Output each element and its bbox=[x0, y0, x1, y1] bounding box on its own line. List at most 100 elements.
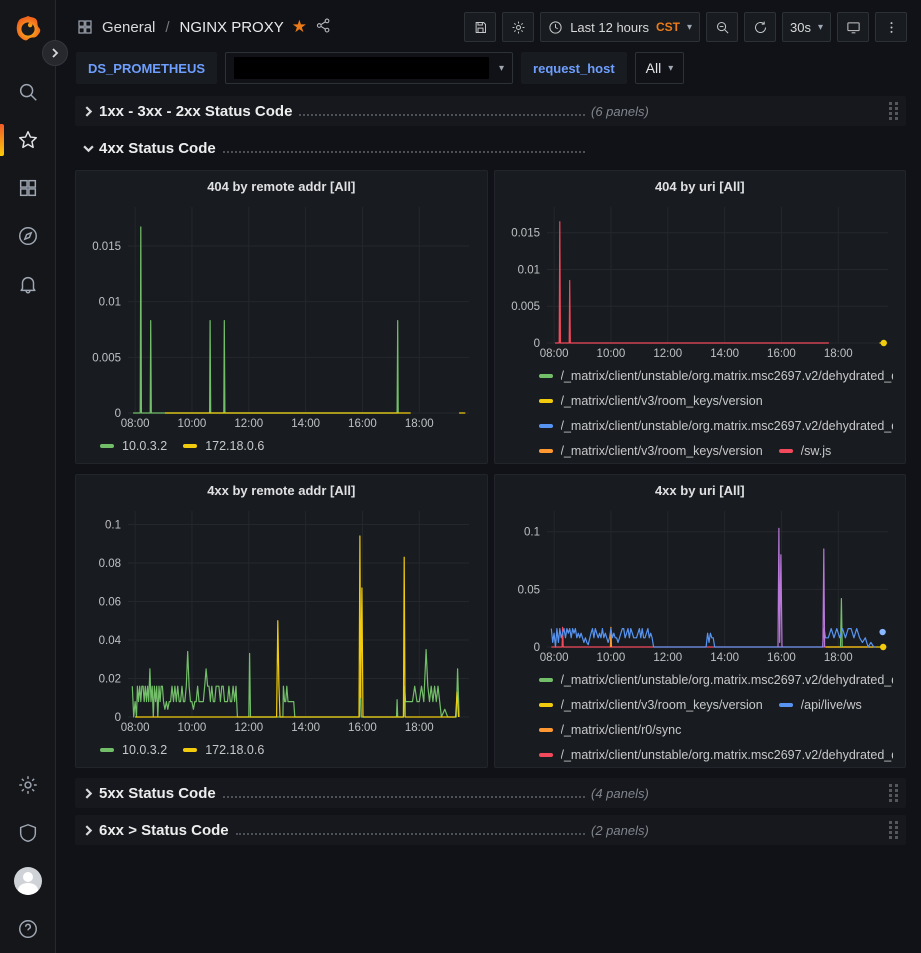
legend-item[interactable]: /_matrix/client/unstable/org.matrix.msc2… bbox=[538, 363, 893, 388]
share-button[interactable] bbox=[315, 17, 332, 38]
sidebar-item-server-admin[interactable] bbox=[0, 809, 56, 857]
svg-text:0.1: 0.1 bbox=[105, 519, 121, 531]
svg-text:12:00: 12:00 bbox=[234, 722, 263, 734]
tv-mode-button[interactable] bbox=[837, 12, 869, 42]
zoom-out-icon bbox=[716, 21, 728, 33]
legend-swatch bbox=[538, 398, 553, 403]
legend-label: /sw.js bbox=[800, 443, 832, 458]
legend-swatch bbox=[538, 702, 553, 707]
row-drag-handle[interactable] bbox=[889, 821, 904, 839]
gear-icon bbox=[512, 21, 525, 33]
legend-item[interactable]: /_matrix/client/unstable/org.matrix.msc2… bbox=[538, 413, 893, 438]
sidebar-item-starred[interactable] bbox=[0, 116, 56, 164]
legend-swatch bbox=[538, 677, 553, 682]
chart-canvas[interactable]: 0 0.02 0.04 0.06 0.08 0.1 08:00 10:00 12:00 14:00… bbox=[86, 503, 477, 735]
sidebar-item-search[interactable] bbox=[0, 68, 56, 116]
svg-text:16:00: 16:00 bbox=[767, 652, 796, 664]
refresh-interval-label: 30s bbox=[790, 19, 811, 35]
sidebar-item-help[interactable] bbox=[0, 905, 56, 953]
grafana-logo-icon[interactable] bbox=[13, 14, 43, 44]
favorite-star-icon[interactable]: ★ bbox=[291, 17, 307, 36]
panel-title[interactable]: 404 by remote addr [All] bbox=[207, 179, 356, 194]
panel-title[interactable]: 4xx by remote addr [All] bbox=[207, 483, 356, 498]
row-dots-leader bbox=[222, 795, 585, 798]
panel-title[interactable]: 404 by uri [All] bbox=[654, 179, 745, 194]
sidebar-item-profile[interactable] bbox=[0, 857, 56, 905]
legend-label: /_matrix/client/v3/room_keys/version bbox=[560, 393, 763, 408]
svg-text:12:00: 12:00 bbox=[653, 652, 682, 664]
legend-label: 172.18.0.6 bbox=[205, 742, 265, 757]
row-1xx-3xx-2xx[interactable]: 1xx - 3xx - 2xx Status Code (6 panels) bbox=[75, 96, 906, 126]
breadcrumb-separator: / bbox=[165, 18, 170, 36]
more-options-button[interactable] bbox=[875, 12, 907, 42]
clock-icon bbox=[549, 20, 562, 34]
legend-swatch bbox=[778, 702, 793, 707]
chart-canvas[interactable]: 0 0.005 0.01 0.015 08:00 10:00 12:00 14:00 16:00… bbox=[86, 199, 477, 431]
row-5xx[interactable]: 5xx Status Code (4 panels) bbox=[75, 778, 906, 808]
row-6xx[interactable]: 6xx > Status Code (2 panels) bbox=[75, 815, 906, 845]
legend-swatch bbox=[538, 448, 553, 453]
time-range-label: Last 12 hours bbox=[570, 19, 649, 35]
legend-swatch bbox=[183, 747, 198, 752]
gear-icon bbox=[18, 776, 37, 794]
monitor-icon bbox=[846, 21, 860, 33]
breadcrumb-dashboard-title[interactable]: NGINX PROXY bbox=[179, 18, 284, 36]
row-panel-count: (2 panels) bbox=[591, 822, 649, 838]
legend-item[interactable]: 172.18.0.6 bbox=[183, 737, 264, 762]
svg-text:0.005: 0.005 bbox=[511, 301, 540, 313]
svg-text:0.08: 0.08 bbox=[99, 558, 121, 570]
svg-text:0.01: 0.01 bbox=[99, 297, 121, 309]
row-drag-handle[interactable] bbox=[889, 102, 904, 120]
legend-item[interactable]: 10.0.3.2 bbox=[100, 737, 167, 762]
request-host-variable-label[interactable]: request_host bbox=[521, 52, 627, 84]
legend-item[interactable]: /_matrix/client/v3/room_keys/version bbox=[538, 692, 763, 717]
legend-item[interactable]: /_matrix/client/v3/room_keys/version bbox=[538, 438, 763, 463]
chart-canvas[interactable]: 0 0.05 0.1 08:00 10:00 12:00 14:00 16:00 18:00 bbox=[505, 503, 896, 665]
svg-text:14:00: 14:00 bbox=[710, 652, 739, 664]
svg-text:18:00: 18:00 bbox=[823, 348, 852, 360]
refresh-interval-dropdown[interactable]: 30s ▾ bbox=[782, 12, 831, 42]
svg-text:0: 0 bbox=[533, 642, 539, 654]
refresh-icon bbox=[754, 21, 766, 33]
legend-item[interactable]: /_matrix/client/unstable/org.matrix.msc2… bbox=[538, 667, 893, 692]
row-drag-handle[interactable] bbox=[889, 784, 904, 802]
sidebar-item-explore[interactable] bbox=[0, 212, 56, 260]
svg-text:0.015: 0.015 bbox=[92, 241, 121, 253]
legend-item[interactable]: /_matrix/client/unstable/org.matrix.msc2… bbox=[538, 742, 894, 767]
legend-item[interactable]: /_matrix/client/r0/sync bbox=[538, 717, 681, 742]
legend-swatch bbox=[778, 448, 793, 453]
dashboard-settings-button[interactable] bbox=[502, 12, 535, 42]
chart-canvas[interactable]: 0 0.005 0.01 0.015 08:00 10:00 12:00 14:00 16:00… bbox=[505, 199, 896, 361]
time-range-picker[interactable]: Last 12 hours CST ▾ bbox=[540, 12, 700, 42]
legend-item[interactable]: /_matrix/client/v3/room_keys/version bbox=[538, 388, 763, 413]
datasource-variable-label[interactable]: DS_PROMETHEUS bbox=[76, 52, 218, 84]
bell-icon bbox=[19, 276, 36, 294]
main-area: General / NGINX PROXY ★ Last 12 hours bbox=[56, 0, 921, 953]
svg-text:10:00: 10:00 bbox=[178, 418, 207, 430]
request-host-variable-dropdown[interactable]: All ▾ bbox=[634, 52, 685, 84]
legend-item[interactable]: /sw.js bbox=[778, 438, 832, 463]
sidebar-item-alerting[interactable] bbox=[0, 260, 56, 308]
svg-text:16:00: 16:00 bbox=[767, 348, 796, 360]
save-dashboard-button[interactable] bbox=[464, 12, 497, 42]
breadcrumb-folder[interactable]: General bbox=[102, 18, 156, 36]
user-avatar bbox=[13, 867, 42, 895]
row-4xx[interactable]: 4xx Status Code bbox=[75, 133, 906, 163]
sidebar-item-dashboards[interactable] bbox=[0, 164, 56, 212]
chevron-right-icon bbox=[81, 823, 95, 837]
request-host-value: All bbox=[645, 60, 662, 76]
legend-swatch bbox=[100, 747, 114, 752]
dashboard-content: 1xx - 3xx - 2xx Status Code (6 panels) 4… bbox=[56, 94, 921, 953]
search-icon bbox=[19, 83, 37, 101]
datasource-variable-dropdown[interactable]: ▾ bbox=[225, 52, 514, 84]
refresh-button[interactable] bbox=[744, 12, 776, 42]
legend-item[interactable]: 10.0.3.2 bbox=[100, 433, 167, 458]
panel-grid: 404 by remote addr [All] 0 0.005 0.01 0.015 0… bbox=[75, 170, 906, 768]
legend-item[interactable]: /api/live/ws bbox=[778, 692, 862, 717]
panel-title[interactable]: 4xx by uri [All] bbox=[654, 483, 745, 498]
sidebar-item-configuration[interactable] bbox=[0, 761, 56, 809]
zoom-out-time-button[interactable] bbox=[706, 12, 738, 42]
legend-item[interactable]: 172.18.0.6 bbox=[183, 433, 264, 458]
sidebar-expand-button[interactable] bbox=[42, 40, 68, 66]
legend-label: /_matrix/client/unstable/org.matrix.msc2… bbox=[560, 747, 894, 762]
